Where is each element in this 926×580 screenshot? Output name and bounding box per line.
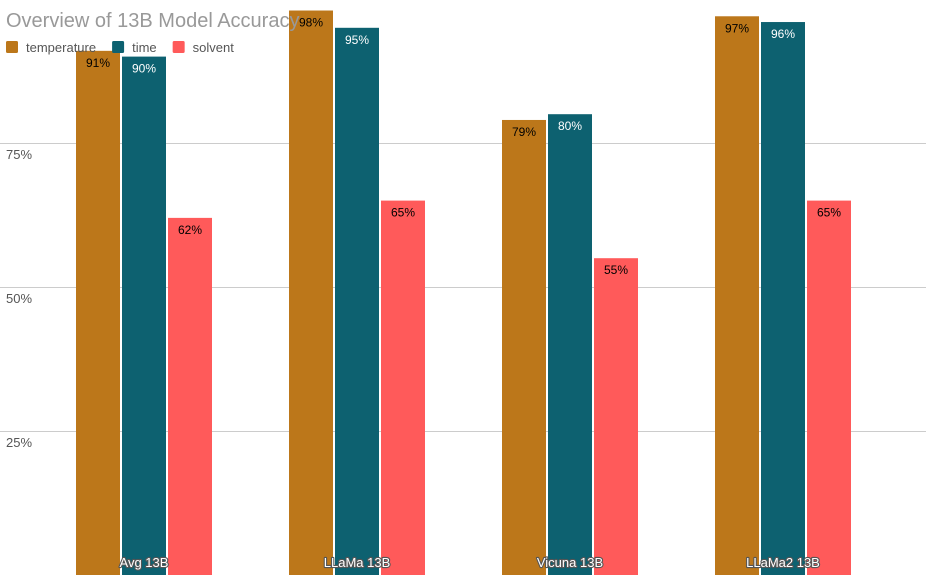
legend-item: time (112, 40, 157, 55)
bar-solvent (594, 258, 638, 575)
legend-swatch (172, 41, 185, 53)
x-tick-label: Vicuna 13B (537, 555, 603, 570)
x-tick-label: LLaMa2 13B (746, 555, 820, 570)
y-tick-label: 25% (6, 435, 32, 450)
bar-temperature (289, 10, 333, 575)
y-tick-label: 75% (6, 147, 32, 162)
bar-time (548, 114, 592, 575)
legend-item: solvent (172, 40, 235, 55)
chart-title: Overview of 13B Model Accuracy (6, 10, 299, 32)
data-label: 80% (558, 119, 582, 133)
bar-time (761, 22, 805, 576)
bar-solvent (381, 200, 425, 575)
data-label: 96% (771, 27, 795, 41)
bar-solvent (168, 217, 212, 575)
data-label: 95% (345, 33, 369, 47)
legend-swatch (6, 41, 18, 53)
data-label: 79% (512, 125, 536, 139)
data-label: 62% (178, 223, 202, 237)
data-label: 90% (132, 62, 156, 76)
label-layer: 91% 90% 62% 98% 95% 65% 79% 80% 55% 97% 96% 65% (86, 16, 841, 278)
legend-swatch (112, 41, 125, 53)
legend-label: solvent (193, 40, 235, 55)
y-tick-label: 50% (6, 291, 32, 306)
bar-temperature (76, 50, 120, 575)
bar-time (335, 27, 379, 576)
data-label: 97% (725, 21, 749, 35)
bar-temperature (502, 119, 546, 576)
x-tick-label: Avg 13B (120, 555, 169, 570)
bar-time (122, 56, 166, 576)
axis-layer: 25% 50% 75% Avg 13B LLaMa 13B Vicuna 13B LLaMa… (6, 147, 821, 571)
data-label: 55% (604, 263, 628, 277)
data-label: 98% (299, 16, 323, 30)
bar-layer (76, 10, 851, 576)
bar-temperature (715, 16, 759, 575)
data-label: 65% (817, 206, 841, 220)
data-label: 91% (86, 56, 110, 70)
legend-label: time (132, 40, 157, 55)
legend-label: temperature (26, 40, 96, 55)
legend: temperature time solvent (6, 40, 234, 55)
x-tick-label: LLaMa 13B (324, 555, 391, 570)
data-label: 65% (391, 206, 415, 220)
bar-solvent (807, 200, 851, 575)
legend-item: temperature (6, 40, 96, 55)
